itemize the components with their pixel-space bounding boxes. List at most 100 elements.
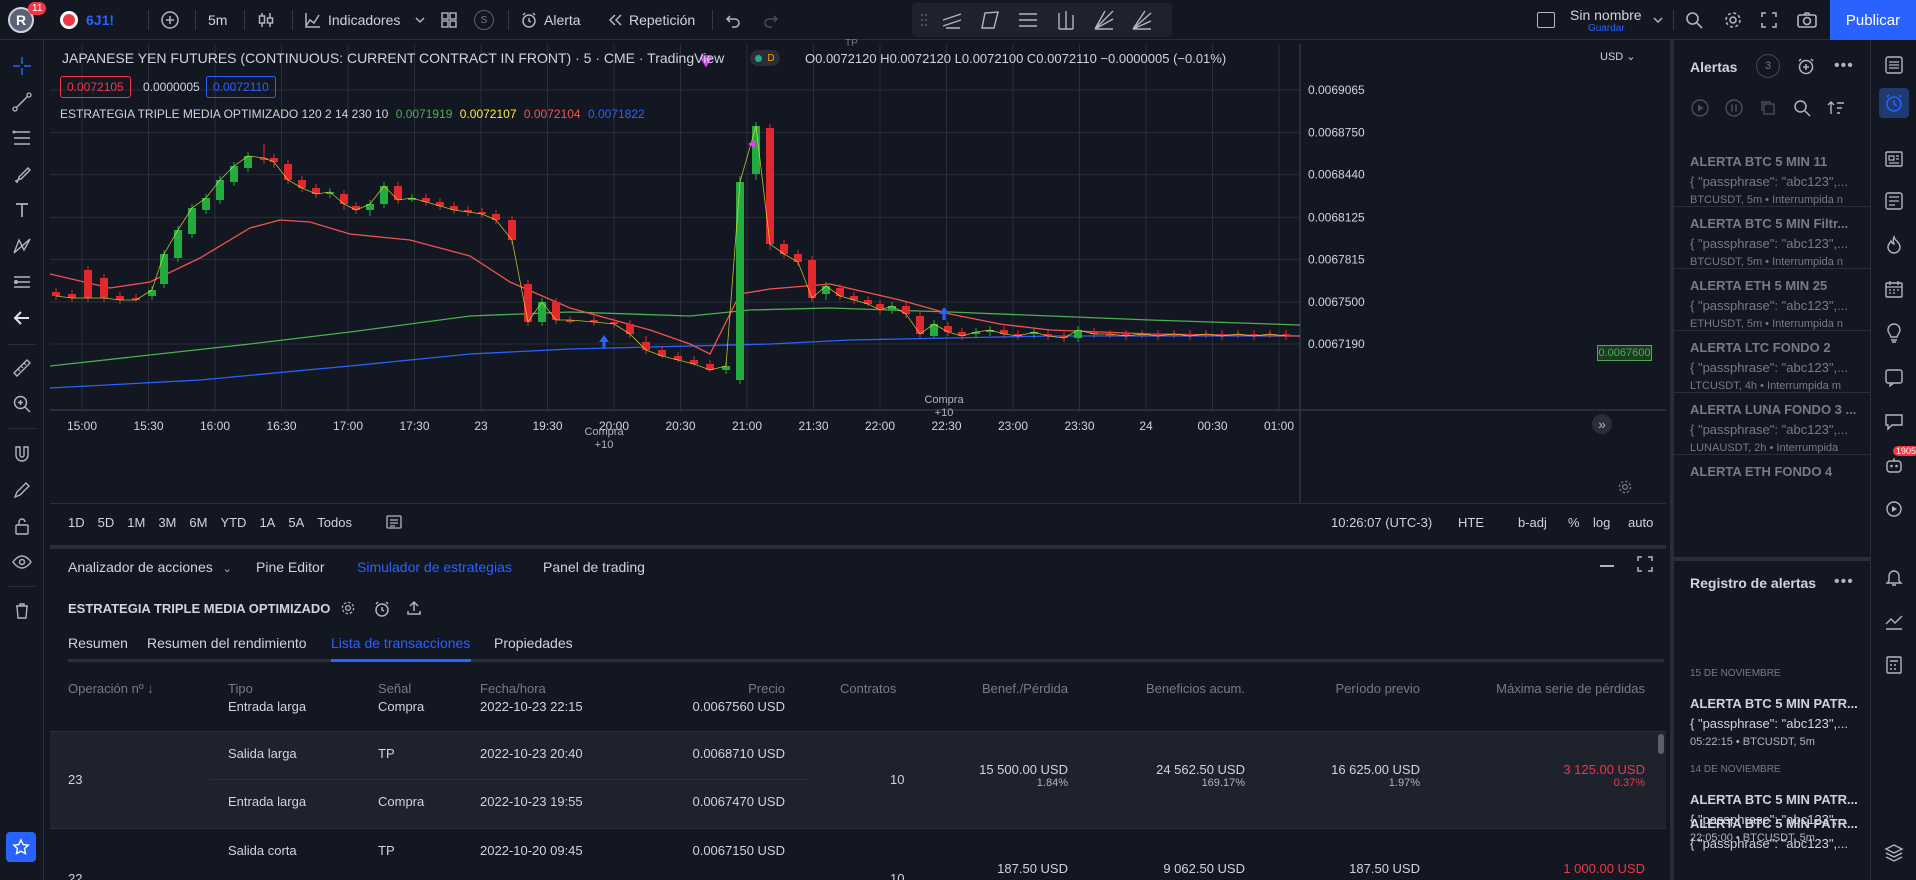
log-entry[interactable]: ALERTA BTC 5 MIN PATR...{ "passphrase": … bbox=[1690, 696, 1866, 748]
favorites-button[interactable] bbox=[6, 832, 36, 862]
replay-button[interactable]: Repetición bbox=[607, 0, 695, 40]
layout-toggle[interactable] bbox=[1537, 0, 1555, 40]
tab-trading-panel[interactable]: Panel de trading bbox=[543, 559, 645, 575]
create-alert-button[interactable] bbox=[1796, 56, 1816, 79]
log-entry[interactable]: ALERTA BTC 5 MIN PATR...{ "passphrase": … bbox=[1690, 816, 1866, 851]
ruler-tool[interactable] bbox=[6, 352, 38, 384]
polygon-icon[interactable] bbox=[978, 8, 1002, 32]
alert-item[interactable]: ALERTA LTC FONDO 2 { "passphrase": "abc12… bbox=[1690, 340, 1866, 392]
settings-button[interactable] bbox=[1723, 0, 1743, 40]
gann-fan-icon[interactable] bbox=[1092, 8, 1116, 32]
chart-type-button[interactable] bbox=[256, 0, 276, 40]
calendar-button[interactable] bbox=[1879, 274, 1909, 304]
details-button[interactable] bbox=[1879, 186, 1909, 216]
drag-handle-icon[interactable] bbox=[920, 12, 928, 28]
range-button-ytd[interactable]: YTD bbox=[220, 514, 247, 530]
magnet-tool[interactable] bbox=[6, 438, 38, 470]
streams-button[interactable] bbox=[1879, 362, 1909, 392]
lock-tool[interactable] bbox=[6, 510, 38, 542]
zoom-tool[interactable] bbox=[6, 388, 38, 420]
maximize-panel-button[interactable] bbox=[1636, 555, 1654, 576]
subtab-performance-summary[interactable]: Resumen del rendimiento bbox=[147, 635, 307, 651]
layout-name-button[interactable]: Sin nombre Guardar bbox=[1570, 0, 1642, 40]
crosshair-tool[interactable] bbox=[6, 50, 38, 82]
chart-canvas[interactable]: 0.0069065 0.0068750 0.0068440 0.0068125 0.00… bbox=[50, 44, 1666, 503]
ask-price[interactable]: 0.0072110 bbox=[206, 76, 276, 98]
sort-alerts-button[interactable] bbox=[1826, 98, 1846, 121]
auto-toggle[interactable]: auto bbox=[1628, 514, 1654, 530]
alert-button[interactable]: Alerta bbox=[520, 0, 581, 40]
range-button-5d[interactable]: 5D bbox=[97, 514, 115, 530]
pause-all-button[interactable] bbox=[1724, 98, 1744, 121]
news-button[interactable] bbox=[1879, 144, 1909, 174]
back-arrow-tool[interactable] bbox=[6, 302, 38, 334]
prediction-tool[interactable] bbox=[6, 266, 38, 298]
strategy-settings-button[interactable] bbox=[340, 600, 356, 619]
goto-date-button[interactable] bbox=[385, 504, 403, 540]
trend-line-tool[interactable] bbox=[6, 86, 38, 118]
compare-button[interactable] bbox=[160, 0, 180, 40]
alert-item[interactable]: ALERTA BTC 5 MIN 11 { "passphrase": "abc1… bbox=[1690, 154, 1866, 206]
search-alerts-button[interactable] bbox=[1792, 98, 1812, 121]
strategy-legend[interactable]: ESTRATEGIA TRIPLE MEDIA OPTIMIZADO 120 2… bbox=[60, 107, 645, 121]
clock[interactable]: 10:26:07 (UTC-3) bbox=[1331, 514, 1433, 530]
user-menu[interactable]: R 11 bbox=[8, 0, 47, 40]
hide-tool[interactable] bbox=[6, 546, 38, 578]
currency-label[interactable]: USD ⌄ bbox=[1600, 51, 1636, 63]
parallel-channel-icon[interactable] bbox=[940, 8, 964, 32]
table-row[interactable]: 23 Salida larga TP 2022-10-23 20:40 0.00… bbox=[50, 732, 1666, 828]
tab-strategy-tester[interactable]: Simulador de estrategias bbox=[357, 559, 512, 575]
alert-item[interactable]: ALERTA ETH FONDO 4 bbox=[1690, 464, 1866, 489]
tab-stock-screener[interactable]: Analizador de acciones ⌄ bbox=[68, 559, 232, 575]
help-button[interactable] bbox=[1879, 562, 1909, 592]
subtab-list-of-trades[interactable]: Lista de transacciones bbox=[331, 635, 471, 651]
strategy-alert-button[interactable] bbox=[373, 600, 391, 621]
pattern-tool[interactable] bbox=[6, 230, 38, 262]
subtab-properties[interactable]: Propiedades bbox=[494, 635, 573, 651]
range-button-1a[interactable]: 1A bbox=[259, 514, 276, 530]
range-button-5a[interactable]: 5A bbox=[288, 514, 305, 530]
alerts-widget-button[interactable] bbox=[1879, 88, 1909, 118]
play-all-button[interactable] bbox=[1690, 98, 1710, 121]
symbol-search[interactable]: 6J1! bbox=[60, 0, 114, 40]
alert-log-more-button[interactable]: ••• bbox=[1834, 573, 1854, 590]
alert-item[interactable]: ALERTA ETH 5 MIN 25 { "passphrase": "abc1… bbox=[1690, 278, 1866, 330]
minimize-icon[interactable] bbox=[1600, 565, 1614, 567]
calc-button[interactable] bbox=[1879, 650, 1909, 680]
range-button-todos[interactable]: Todos bbox=[317, 514, 352, 530]
templates-dropdown[interactable] bbox=[414, 0, 426, 40]
undo-button[interactable] bbox=[724, 0, 742, 40]
chart-settings-button[interactable] bbox=[1617, 479, 1633, 498]
log-toggle[interactable]: log bbox=[1593, 514, 1611, 530]
brush-tool[interactable] bbox=[6, 158, 38, 190]
table-scrollbar[interactable] bbox=[1658, 734, 1664, 754]
alert-item[interactable]: ALERTA LUNA FONDO 3 ... { "passphrase": "… bbox=[1690, 402, 1866, 454]
layout-dropdown[interactable] bbox=[1652, 0, 1664, 40]
bid-price[interactable]: 0.0072105 bbox=[60, 76, 131, 98]
snapshot-button[interactable] bbox=[1796, 0, 1818, 40]
layers-button[interactable] bbox=[1879, 838, 1909, 868]
export-button[interactable] bbox=[406, 600, 422, 619]
interval-button[interactable]: 5m bbox=[208, 12, 228, 28]
market-status[interactable]: D bbox=[750, 50, 780, 66]
stay-drawing-tool[interactable] bbox=[6, 474, 38, 506]
range-button-1m[interactable]: 1M bbox=[127, 514, 146, 530]
log-entry[interactable]: ALERTA BTC 5 MIN PATR...{ "passphrase": … bbox=[1690, 792, 1866, 844]
percent-toggle[interactable]: % bbox=[1568, 514, 1580, 530]
subtab-overview[interactable]: Resumen bbox=[68, 635, 128, 651]
session-toggle[interactable]: HTE bbox=[1458, 514, 1484, 530]
fib-fan-icon[interactable] bbox=[1130, 8, 1154, 32]
price-chart[interactable]: 0.0069065 0.0068750 0.0068440 0.0068125 0.00… bbox=[50, 38, 1666, 503]
trading-button[interactable] bbox=[1879, 606, 1909, 636]
horizontal-lines-icon[interactable] bbox=[1016, 8, 1040, 32]
ideas-button[interactable] bbox=[1879, 318, 1909, 348]
clone-button[interactable] bbox=[1758, 98, 1778, 121]
notifications-button[interactable]: 1905 bbox=[1879, 446, 1916, 480]
chats-button[interactable] bbox=[1879, 406, 1909, 436]
range-button-3m[interactable]: 3M bbox=[158, 514, 177, 530]
alert-item[interactable]: ALERTA BTC 5 MIN Filtr... { "passphrase":… bbox=[1690, 216, 1866, 268]
pitchfork-icon[interactable] bbox=[1054, 8, 1078, 32]
search-button[interactable] bbox=[1684, 0, 1704, 40]
table-row-partial[interactable]: Entrada larga Compra 2022-10-23 22:15 0.… bbox=[50, 695, 1666, 723]
hotlists-button[interactable] bbox=[1879, 230, 1909, 260]
